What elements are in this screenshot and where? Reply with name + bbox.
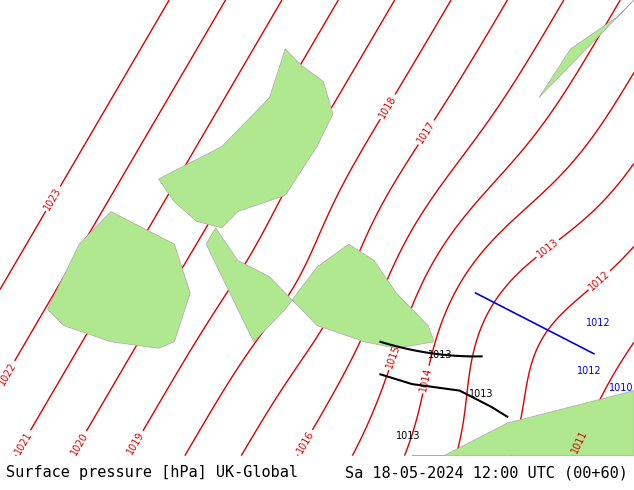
Polygon shape: [158, 49, 333, 228]
Text: 1015: 1015: [385, 343, 403, 370]
Text: 1014: 1014: [418, 367, 434, 392]
Text: 1012: 1012: [586, 318, 611, 327]
Text: 1013: 1013: [396, 431, 421, 441]
Polygon shape: [539, 0, 634, 98]
Text: 1017: 1017: [415, 120, 437, 146]
Text: 1013: 1013: [469, 389, 494, 399]
Text: 1012: 1012: [587, 269, 612, 293]
Text: 1019: 1019: [125, 430, 146, 456]
Polygon shape: [48, 212, 190, 348]
Text: 1021: 1021: [13, 429, 34, 456]
Text: 1023: 1023: [42, 186, 63, 212]
Text: 1011: 1011: [570, 429, 590, 455]
Text: 1012: 1012: [577, 367, 602, 376]
Text: Sa 18-05-2024 12:00 UTC (00+60): Sa 18-05-2024 12:00 UTC (00+60): [345, 466, 628, 480]
Text: Surface pressure [hPa] UK-Global: Surface pressure [hPa] UK-Global: [6, 466, 299, 480]
Polygon shape: [412, 391, 634, 456]
Text: 1022: 1022: [0, 360, 18, 387]
Text: 1018: 1018: [377, 94, 398, 120]
Polygon shape: [206, 228, 434, 348]
Text: 1013: 1013: [428, 350, 453, 360]
Text: 1020: 1020: [68, 430, 89, 457]
Text: 1013: 1013: [535, 237, 560, 260]
Text: 1010: 1010: [609, 383, 633, 392]
Text: 1016: 1016: [295, 429, 316, 455]
